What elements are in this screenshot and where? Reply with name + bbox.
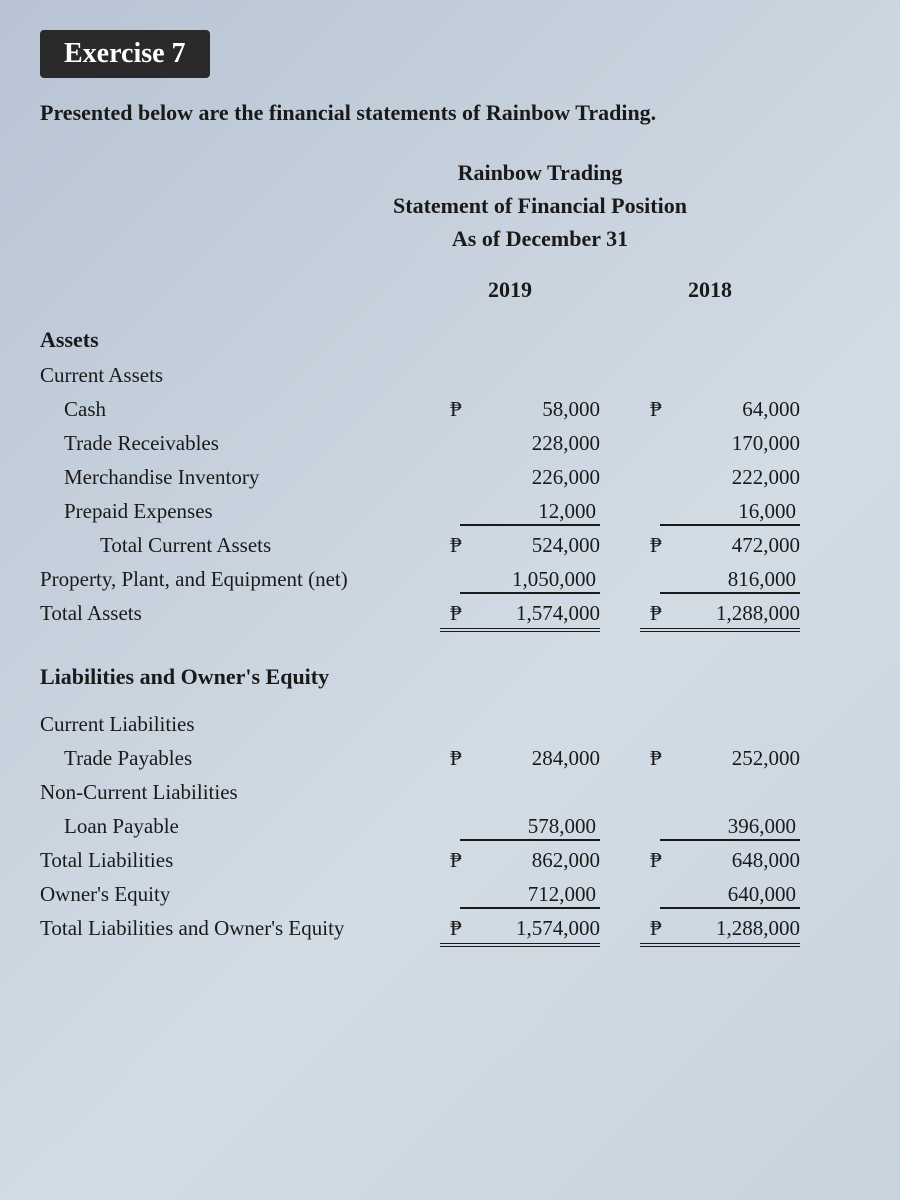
statement-name: Statement of Financial Position xyxy=(220,189,860,222)
total-assets-2019: ₱1,574,000 xyxy=(420,601,620,632)
trade-recv-2018: 170,000 xyxy=(620,431,820,456)
merch-inv-2018: 222,000 xyxy=(620,465,820,490)
total-liab-eq-2019: ₱1,574,000 xyxy=(420,916,620,947)
trade-pay-2019: ₱284,000 xyxy=(420,746,620,771)
owners-eq-2019: 712,000 xyxy=(420,882,620,909)
peso-icon: ₱ xyxy=(650,916,662,941)
current-assets-heading: Current Assets xyxy=(40,363,420,388)
row-prepaid: Prepaid Expenses 12,000 16,000 xyxy=(40,497,860,531)
label-merch-inv: Merchandise Inventory xyxy=(40,465,420,490)
label-ppe: Property, Plant, and Equipment (net) xyxy=(40,567,420,592)
loan-pay-2019: 578,000 xyxy=(420,814,620,841)
total-assets-2018: ₱1,288,000 xyxy=(620,601,820,632)
intro-text: Presented below are the financial statem… xyxy=(40,100,860,126)
prepaid-2018: 16,000 xyxy=(620,499,820,526)
year-2018: 2018 xyxy=(620,277,820,303)
row-trade-pay: Trade Payables ₱284,000 ₱252,000 xyxy=(40,744,860,778)
total-ca-2019: ₱524,000 xyxy=(420,533,620,558)
trade-recv-2019: 228,000 xyxy=(420,431,620,456)
peso-icon: ₱ xyxy=(450,916,462,941)
noncurrent-liab-heading: Non-Current Liabilities xyxy=(40,780,420,805)
peso-icon: ₱ xyxy=(450,746,462,771)
label-total-ca: Total Current Assets xyxy=(40,533,420,558)
label-total-liab: Total Liabilities xyxy=(40,848,420,873)
trade-pay-2018: ₱252,000 xyxy=(620,746,820,771)
label-trade-recv: Trade Receivables xyxy=(40,431,420,456)
label-total-assets: Total Assets xyxy=(40,601,420,626)
financial-table: 2019 2018 Assets Current Assets Cash ₱58… xyxy=(40,275,860,949)
assets-heading: Assets xyxy=(40,327,860,353)
row-trade-recv: Trade Receivables 228,000 170,000 xyxy=(40,429,860,463)
loan-pay-2018: 396,000 xyxy=(620,814,820,841)
row-cash: Cash ₱58,000 ₱64,000 xyxy=(40,395,860,429)
peso-icon: ₱ xyxy=(650,848,662,873)
peso-icon: ₱ xyxy=(450,533,462,558)
cash-2019: ₱58,000 xyxy=(420,397,620,422)
current-assets-heading-row: Current Assets xyxy=(40,361,860,395)
row-loan-pay: Loan Payable 578,000 396,000 xyxy=(40,812,860,846)
label-loan-pay: Loan Payable xyxy=(40,814,420,839)
total-ca-2018: ₱472,000 xyxy=(620,533,820,558)
statement-date: As of December 31 xyxy=(220,222,860,255)
label-trade-pay: Trade Payables xyxy=(40,746,420,771)
row-owners-eq: Owner's Equity 712,000 640,000 xyxy=(40,880,860,914)
row-ppe: Property, Plant, and Equipment (net) 1,0… xyxy=(40,565,860,599)
peso-icon: ₱ xyxy=(650,397,662,422)
noncurrent-liab-heading-row: Non-Current Liabilities xyxy=(40,778,860,812)
owners-eq-2018: 640,000 xyxy=(620,882,820,909)
peso-icon: ₱ xyxy=(450,848,462,873)
peso-icon: ₱ xyxy=(450,601,462,626)
prepaid-2019: 12,000 xyxy=(420,499,620,526)
liab-equity-heading: Liabilities and Owner's Equity xyxy=(40,664,860,690)
total-liab-eq-2018: ₱1,288,000 xyxy=(620,916,820,947)
peso-icon: ₱ xyxy=(450,397,462,422)
ppe-2019: 1,050,000 xyxy=(420,567,620,594)
label-total-liab-eq: Total Liabilities and Owner's Equity xyxy=(40,916,420,941)
current-liab-heading-row: Current Liabilities xyxy=(40,710,860,744)
label-owners-eq: Owner's Equity xyxy=(40,882,420,907)
merch-inv-2019: 226,000 xyxy=(420,465,620,490)
label-cash: Cash xyxy=(40,397,420,422)
company-name: Rainbow Trading xyxy=(220,156,860,189)
current-liab-heading: Current Liabilities xyxy=(40,712,420,737)
row-merch-inv: Merchandise Inventory 226,000 222,000 xyxy=(40,463,860,497)
row-total-ca: Total Current Assets ₱524,000 ₱472,000 xyxy=(40,531,860,565)
peso-icon: ₱ xyxy=(650,533,662,558)
peso-icon: ₱ xyxy=(650,601,662,626)
statement-header: Rainbow Trading Statement of Financial P… xyxy=(220,156,860,255)
cash-2018: ₱64,000 xyxy=(620,397,820,422)
total-liab-2019: ₱862,000 xyxy=(420,848,620,873)
year-2019: 2019 xyxy=(420,277,620,303)
peso-icon: ₱ xyxy=(650,746,662,771)
row-total-liab-eq: Total Liabilities and Owner's Equity ₱1,… xyxy=(40,914,860,949)
year-header-row: 2019 2018 xyxy=(40,275,860,309)
row-total-liab: Total Liabilities ₱862,000 ₱648,000 xyxy=(40,846,860,880)
label-prepaid: Prepaid Expenses xyxy=(40,499,420,524)
total-liab-2018: ₱648,000 xyxy=(620,848,820,873)
ppe-2018: 816,000 xyxy=(620,567,820,594)
row-total-assets: Total Assets ₱1,574,000 ₱1,288,000 xyxy=(40,599,860,634)
exercise-tab: Exercise 7 xyxy=(40,30,210,78)
